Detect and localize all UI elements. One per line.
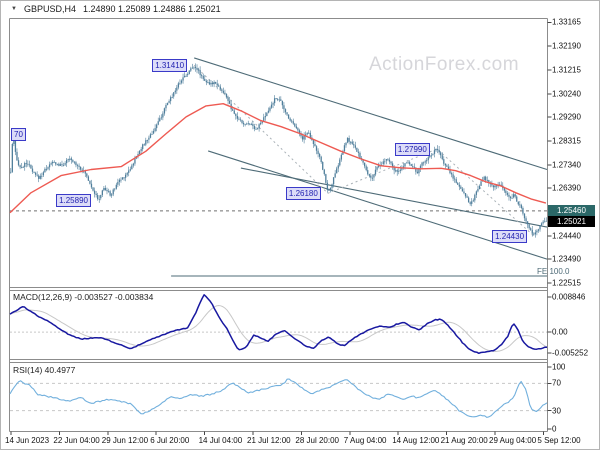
time-scale-label: 5 Sep 12:00: [537, 436, 581, 445]
trendline: [194, 57, 548, 171]
macd-signal-line: [9, 304, 548, 353]
rsi-scale-label: 70: [552, 378, 561, 388]
price-scale-label: 1.22515: [552, 278, 581, 288]
rsi-scale-label: 30: [552, 406, 561, 416]
time-scale-label: 14 Jun 2023: [5, 436, 50, 445]
symbol-period-label: GBPUSD,H4: [23, 4, 76, 14]
ohlc-values: 1.24890 1.25089 1.24886 1.25021: [82, 4, 221, 14]
rsi-scale-label: 100: [552, 362, 566, 372]
price-scale-label: 1.27340: [552, 160, 581, 170]
price-flag: 1.25890: [56, 194, 91, 208]
chart-title-bar: ▼ GBPUSD,H4 1.24890 1.25089 1.24886 1.25…: [11, 4, 221, 14]
price-scale-label: 1.30240: [552, 89, 581, 99]
price-scale-label: 1.31215: [552, 65, 581, 75]
time-scale-label: 7 Aug 04:00: [343, 436, 387, 445]
time-scale-label: 6 Jul 20:00: [150, 436, 190, 445]
trendline: [240, 167, 548, 228]
macd-scale-label: 0.00: [552, 327, 568, 337]
price-scale-label: 1.32190: [552, 41, 581, 51]
price-scale-label: 1.33165: [552, 17, 581, 27]
rsi-line: [9, 378, 548, 418]
time-scale-label: 14 Aug 12:00: [392, 436, 440, 445]
candle-bodies: [10, 67, 547, 235]
price-scale-label: 1.29290: [552, 112, 581, 122]
time-scale-label: 14 Jul 04:00: [198, 436, 243, 445]
trendline: [207, 150, 548, 260]
time-scale-label: 21 Aug 20:00: [440, 436, 488, 445]
macd-main-line: [9, 294, 547, 355]
time-scale-label: 29 Aug 04:00: [489, 436, 537, 445]
price-scale-label: 1.24440: [552, 231, 581, 241]
price-scale-label: 1.23490: [552, 254, 581, 264]
time-scale-label: 21 Jul 12:00: [247, 436, 291, 445]
level-price-badge: 1.25460: [548, 205, 595, 217]
price-flag: 1.27990: [394, 142, 430, 156]
rsi-indicator-label: RSI(14) 40.4977: [13, 365, 76, 375]
price-flag: 1.26180: [285, 187, 321, 201]
watermark: ActionForex.com: [369, 54, 520, 75]
price-scale-label: 1.26390: [552, 183, 581, 193]
time-scale-label: 28 Jul 20:00: [295, 436, 339, 445]
price-flag: 70: [11, 127, 26, 141]
time-scale-label: 22 Jun 04:00: [53, 436, 100, 445]
time-scale-label: 29 Jun 12:00: [101, 436, 149, 445]
price-flag: 1.24430: [492, 230, 528, 244]
symbol-dropdown-icon[interactable]: ▼: [11, 6, 17, 12]
price-scale-label: 1.28315: [552, 136, 581, 146]
macd-scale-label: -0.005252: [552, 348, 589, 358]
macd-scale-label: 0.008846: [552, 292, 586, 302]
price-flag: 1.31410: [152, 59, 188, 73]
moving-average-line: [9, 102, 547, 214]
rsi-scale-label: 0: [552, 424, 557, 434]
last-price-badge: 1.25021: [548, 216, 595, 228]
fib-expansion-label: FE 100.0: [537, 267, 570, 276]
macd-indicator-label: MACD(12,26,9) -0.003527 -0.003834: [13, 292, 154, 302]
